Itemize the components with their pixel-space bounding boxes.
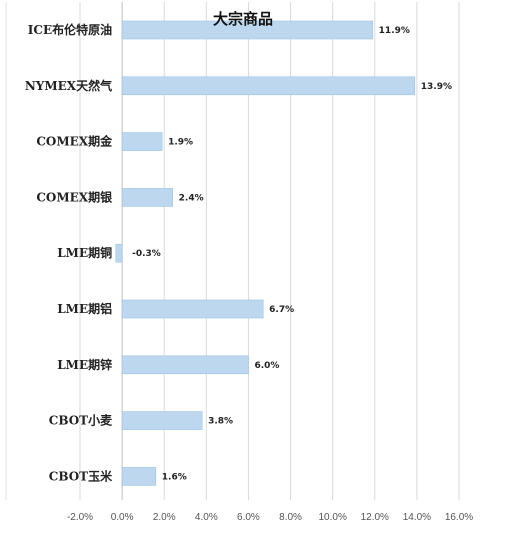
data-label: 1.6%: [162, 472, 187, 482]
category-label: COMEX期银: [36, 189, 113, 204]
bar: [115, 243, 123, 263]
x-tick-label: 4.0%: [195, 512, 218, 523]
category-labels: ICE布伦特原油 NYMEX天然气 COMEX期金 COMEX期银 LME期铜 LME期铝…: [25, 22, 113, 483]
bar: [121, 76, 416, 96]
data-label: -0.3%: [132, 249, 161, 259]
category-label: COMEX期金: [36, 134, 113, 149]
chart-title: 大宗商品: [213, 10, 273, 28]
category-label: LME期锌: [57, 357, 112, 372]
category-label: NYMEX天然气: [25, 78, 112, 93]
data-label: 3.8%: [208, 417, 233, 427]
bar: [121, 188, 173, 207]
data-label: 2.4%: [179, 193, 204, 203]
x-tick-label: 2.0%: [153, 512, 176, 523]
bar: [121, 132, 163, 151]
category-label: CBOT小麦: [49, 413, 113, 428]
x-tick-label: 0.0%: [111, 512, 134, 523]
bar: [121, 355, 249, 375]
x-tick-label: 12.0%: [361, 512, 389, 523]
x-tick-label: 6.0%: [237, 512, 260, 523]
bar: [121, 20, 373, 40]
x-tick-label: 16.0%: [445, 512, 473, 523]
data-label: 6.0%: [254, 361, 279, 371]
data-label: 6.7%: [269, 305, 294, 315]
x-tick-label: 14.0%: [403, 512, 431, 523]
x-tick-label: 8.0%: [279, 512, 302, 523]
category-label: CBOT玉米: [49, 468, 113, 483]
data-label: 11.9%: [379, 26, 410, 36]
x-axis-tick-labels: -2.0% 0.0% 2.0% 4.0% 6.0% 8.0% 10.0% 12.0% 14.0%…: [67, 512, 473, 523]
bar: [121, 467, 157, 486]
category-label: LME期铝: [57, 301, 112, 316]
data-label: 1.9%: [168, 138, 193, 148]
bars: [115, 20, 416, 486]
value-labels: 11.9% 13.9% 1.9% 2.4% -0.3% 6.7% 6.0% 3.8% 1.6%: [132, 26, 452, 482]
x-tick-label: -2.0%: [67, 512, 93, 523]
x-tick-label: 10.0%: [318, 512, 346, 523]
category-label: LME期铜: [57, 245, 112, 260]
data-label: 13.9%: [421, 82, 452, 92]
bar: [121, 411, 203, 430]
bar: [121, 299, 264, 319]
category-label: ICE布伦特原油: [28, 22, 112, 37]
